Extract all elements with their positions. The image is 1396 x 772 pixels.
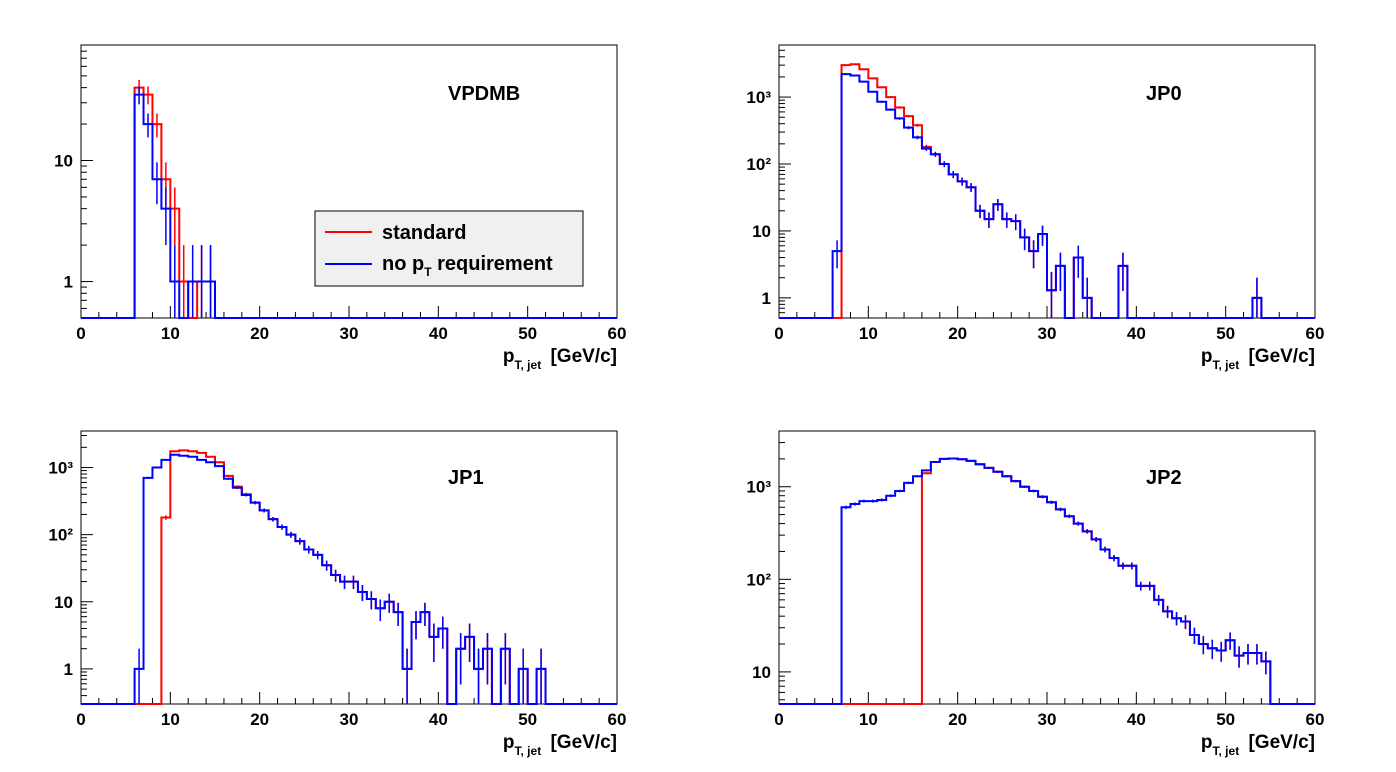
x-tick-label: 40 bbox=[429, 710, 448, 729]
y-axis: 1 10 10² 10³ bbox=[746, 44, 791, 319]
y-tick-label: 10³ bbox=[48, 459, 73, 478]
y-tick-label: 10 bbox=[54, 152, 73, 171]
y-tick-label: 10² bbox=[746, 570, 771, 589]
x-axis: 0 10 20 30 40 50 60 bbox=[774, 306, 1324, 343]
x-tick-label: 30 bbox=[1038, 324, 1057, 343]
series-no-pt bbox=[779, 457, 1315, 705]
x-axis-label: pT, jet [GeV/c] bbox=[503, 346, 617, 372]
panel-title: VPDMB bbox=[448, 83, 520, 105]
panel-title: JP0 bbox=[1146, 83, 1182, 105]
series-no-pt bbox=[779, 73, 1315, 319]
x-tick-label: 30 bbox=[340, 710, 359, 729]
y-tick-label: 10 bbox=[752, 663, 771, 682]
y-tick-label: 10² bbox=[48, 526, 73, 545]
x-axis: 0 10 20 30 40 50 60 bbox=[774, 692, 1324, 729]
x-tick-label: 50 bbox=[1216, 324, 1235, 343]
x-axis-label: pT, jet [GeV/c] bbox=[1201, 732, 1315, 758]
x-tick-label: 10 bbox=[859, 324, 878, 343]
legend: standard no pT requirement bbox=[314, 210, 584, 287]
x-tick-label: 40 bbox=[1127, 324, 1146, 343]
legend-label-no-pt: no pT requirement bbox=[382, 253, 553, 279]
series-standard bbox=[779, 457, 1315, 705]
panel-jp0: 0 10 20 30 40 50 60 pT, jet [GeV/c] 1 10 10² 10³ JP0 bbox=[746, 44, 1324, 372]
x-tick-label: 60 bbox=[1306, 324, 1325, 343]
x-tick-label: 20 bbox=[250, 324, 269, 343]
y-tick-label: 10² bbox=[746, 155, 771, 174]
x-tick-label: 0 bbox=[76, 710, 85, 729]
x-axis-label: pT, jet [GeV/c] bbox=[503, 732, 617, 758]
histogram-line bbox=[81, 449, 617, 705]
histogram-line bbox=[779, 73, 1315, 319]
y-tick-label: 10 bbox=[752, 222, 771, 241]
x-tick-label: 40 bbox=[1127, 710, 1146, 729]
x-tick-label: 60 bbox=[1306, 710, 1325, 729]
x-tick-label: 0 bbox=[774, 324, 783, 343]
panel-title: JP2 bbox=[1146, 467, 1182, 489]
x-tick-label: 20 bbox=[250, 710, 269, 729]
x-axis: 0 10 20 30 40 50 60 bbox=[76, 692, 626, 729]
y-tick-label: 10³ bbox=[746, 478, 771, 497]
y-axis: 1 10 10² 10³ bbox=[48, 434, 93, 705]
x-tick-label: 50 bbox=[1216, 710, 1235, 729]
x-tick-label: 30 bbox=[1038, 710, 1057, 729]
y-tick-label: 1 bbox=[64, 273, 73, 292]
x-tick-label: 0 bbox=[774, 710, 783, 729]
x-tick-label: 0 bbox=[76, 324, 85, 343]
legend-label-standard: standard bbox=[382, 222, 466, 244]
y-tick-label: 1 bbox=[762, 289, 771, 308]
x-tick-label: 60 bbox=[608, 710, 627, 729]
series-no-pt bbox=[81, 86, 617, 319]
legend-box bbox=[314, 210, 584, 287]
x-axis: 0 10 20 30 40 50 60 bbox=[76, 306, 626, 343]
x-tick-label: 10 bbox=[859, 710, 878, 729]
x-tick-label: 10 bbox=[161, 324, 180, 343]
panel-vpdmb: 0 10 20 30 40 50 60 pT, jet [GeV/c] 1 10 VPDMB bbox=[54, 44, 626, 372]
y-axis: 1 10 bbox=[54, 44, 93, 319]
y-tick-label: 1 bbox=[64, 660, 73, 679]
x-axis-label: pT, jet [GeV/c] bbox=[1201, 346, 1315, 372]
histogram-line bbox=[779, 457, 1315, 705]
histogram-line bbox=[81, 453, 617, 705]
series-no-pt bbox=[81, 453, 617, 705]
panel-title: JP1 bbox=[448, 467, 484, 489]
x-tick-label: 20 bbox=[948, 324, 967, 343]
y-tick-label: 10³ bbox=[746, 88, 771, 107]
x-tick-label: 30 bbox=[340, 324, 359, 343]
histogram-line bbox=[81, 93, 617, 319]
x-tick-label: 10 bbox=[161, 710, 180, 729]
y-axis: 10 10² 10³ bbox=[746, 430, 791, 701]
y-tick-label: 10 bbox=[54, 593, 73, 612]
x-tick-label: 50 bbox=[518, 710, 537, 729]
x-tick-label: 20 bbox=[948, 710, 967, 729]
panel-jp1: 0 10 20 30 40 50 60 pT, jet [GeV/c] 1 10 10² 10³ JP1 bbox=[48, 430, 626, 758]
histogram-line bbox=[779, 457, 1315, 705]
series-standard bbox=[81, 449, 617, 705]
plot-frame bbox=[778, 430, 1316, 705]
x-tick-label: 40 bbox=[429, 324, 448, 343]
x-tick-label: 50 bbox=[518, 324, 537, 343]
x-tick-label: 60 bbox=[608, 324, 627, 343]
panel-jp2: 0 10 20 30 40 50 60 pT, jet [GeV/c] 10 10² 10³ JP2 bbox=[746, 430, 1324, 758]
